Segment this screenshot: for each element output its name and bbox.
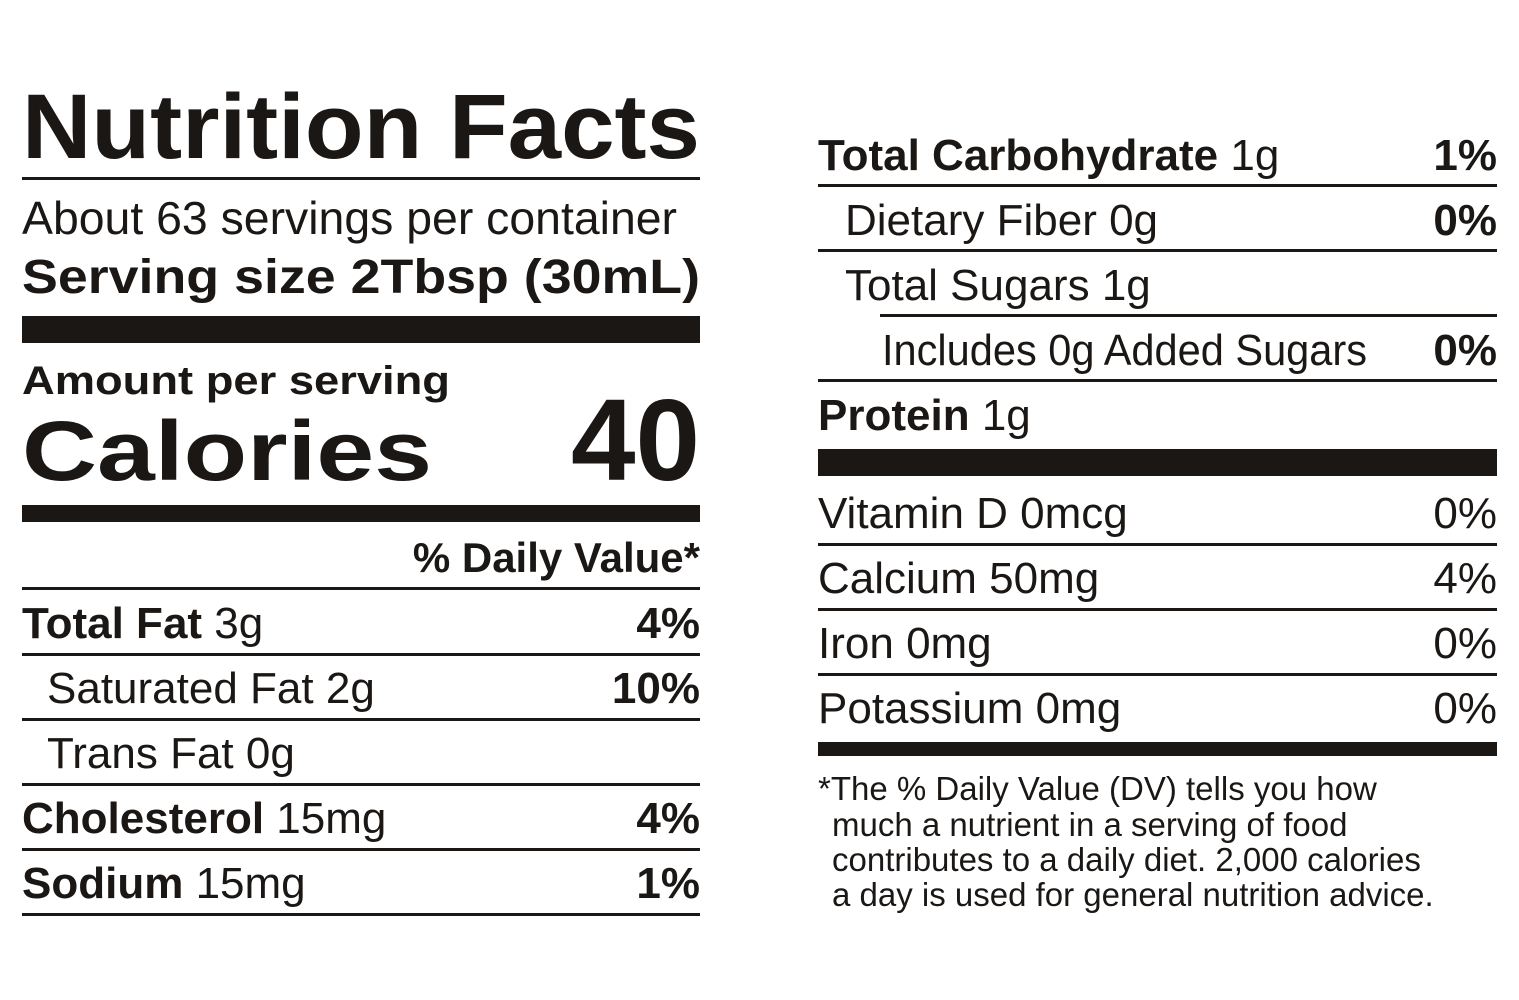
nutrient-name: Saturated Fat: [47, 664, 314, 713]
nutrient-row: Protein 1g: [818, 391, 1031, 440]
vitamin-row: Potassium 0mg: [818, 684, 1121, 733]
footnote-line: *The % Daily Value (DV) tells you how: [818, 770, 1377, 807]
vitamin-name: Calcium: [818, 554, 977, 603]
nutrient-dv: 0%: [1433, 326, 1497, 375]
vitamin-name: Iron: [818, 619, 894, 668]
nutrient-dv: 4%: [636, 794, 700, 843]
rule: [818, 673, 1497, 676]
nutrient-row: Dietary Fiber 0g: [845, 196, 1158, 245]
rule: [22, 913, 700, 916]
serving-size-value: 2Tbsp (30mL): [351, 251, 700, 304]
nutrient-name: Dietary Fiber: [845, 196, 1097, 245]
nutrient-amount: 1g: [1102, 261, 1151, 310]
nutrient-amount: 0g: [246, 729, 295, 778]
bar: [818, 742, 1497, 756]
rule: [880, 314, 1497, 317]
rule: [818, 543, 1497, 546]
rule: [22, 718, 700, 721]
title: Nutrition Facts: [22, 76, 700, 178]
vitamin-amount: 0mg: [1036, 684, 1122, 733]
nutrient-name: Includes 0g Added Sugars: [882, 326, 1367, 375]
nutrient-name: Protein: [818, 391, 970, 440]
vitamin-amount: 50mg: [989, 554, 1099, 603]
vitamin-name: Vitamin D: [818, 489, 1008, 538]
serving-size: Serving size 2Tbsp (30mL): [22, 251, 700, 304]
nutrient-amount: 0g: [1109, 196, 1158, 245]
calories-value: 40: [571, 375, 700, 505]
vitamin-amount: 0mg: [906, 619, 992, 668]
nutrient-name: Trans Fat: [47, 729, 234, 778]
rule: [818, 608, 1497, 611]
nutrient-row: Cholesterol 15mg: [22, 794, 386, 843]
vitamin-row: Calcium 50mg: [818, 554, 1099, 603]
nutrient-name: Total Fat: [22, 599, 202, 648]
bar: [22, 316, 700, 343]
vitamin-dv: 0%: [1433, 619, 1497, 668]
amount-per-serving: Amount per serving: [22, 359, 450, 403]
nutrient-dv: 10%: [612, 664, 700, 713]
rule: [22, 587, 700, 590]
rule: [22, 177, 700, 180]
nutrient-amount: 1g: [982, 391, 1031, 440]
nutrient-name: Sodium: [22, 859, 183, 908]
nutrient-row: Sodium 15mg: [22, 859, 306, 908]
calories-label: Calories: [22, 404, 432, 498]
footnote-line: much a nutrient in a serving of food: [832, 806, 1347, 843]
vitamin-dv: 0%: [1433, 489, 1497, 538]
nutrient-amount: 15mg: [196, 859, 306, 908]
nutrient-row: Trans Fat 0g: [47, 729, 295, 778]
vitamin-dv: 0%: [1433, 684, 1497, 733]
nutrient-row: Total Fat 3g: [22, 599, 263, 648]
rule: [22, 653, 700, 656]
footnote-line: a day is used for general nutrition advi…: [832, 876, 1434, 913]
dv-header: % Daily Value*: [413, 534, 701, 581]
nutrient-name: Total Sugars: [845, 261, 1090, 310]
servings: About 63 servings per container: [22, 192, 677, 244]
rule: [818, 379, 1497, 382]
vitamin-name: Potassium: [818, 684, 1023, 733]
nutrient-row: Total Carbohydrate 1g: [818, 131, 1279, 180]
vitamin-amount: 0mcg: [1020, 489, 1128, 538]
nutrient-amount: 1g: [1230, 131, 1279, 180]
rule: [22, 848, 700, 851]
nutrient-row: Saturated Fat 2g: [47, 664, 375, 713]
nutrient-dv: 4%: [636, 599, 700, 648]
footnote-line: contributes to a daily diet. 2,000 calor…: [832, 841, 1421, 878]
rule: [22, 783, 700, 786]
nutrient-row: Total Sugars 1g: [845, 261, 1151, 310]
nutrient-amount: 2g: [326, 664, 375, 713]
nutrient-name: Cholesterol: [22, 794, 264, 843]
vitamin-row: Vitamin D 0mcg: [818, 489, 1128, 538]
vitamin-row: Iron 0mg: [818, 619, 992, 668]
rule: [818, 249, 1497, 252]
nutrient-amount: 3g: [214, 599, 263, 648]
vitamin-dv: 4%: [1433, 554, 1497, 603]
bar: [22, 505, 700, 522]
nutrient-dv: 1%: [636, 859, 700, 908]
nutrient-name: Total Carbohydrate: [818, 131, 1218, 180]
nutrient-amount: 15mg: [276, 794, 386, 843]
nutrient-dv: 1%: [1433, 131, 1497, 180]
nutrient-dv: 0%: [1433, 196, 1497, 245]
bar: [818, 449, 1497, 476]
serving-size-label: Serving size: [22, 251, 336, 304]
rule: [818, 184, 1497, 187]
